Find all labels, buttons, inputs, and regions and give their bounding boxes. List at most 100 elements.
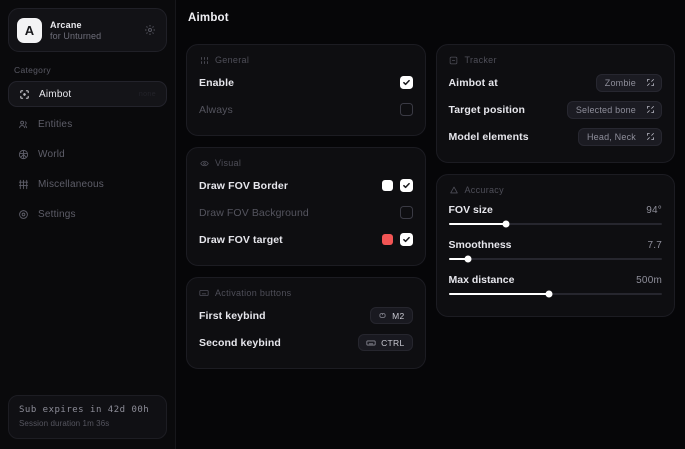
crosshair-icon <box>18 88 30 100</box>
color-swatch-fov-target[interactable] <box>381 234 393 245</box>
panel-general-header: General <box>199 55 413 69</box>
target-box-icon <box>449 55 459 65</box>
row-label: Target position <box>448 103 526 116</box>
panel-visual-title: Visual <box>215 158 242 168</box>
sidebar-item-label: Settings <box>38 208 76 220</box>
slider-value: 7.7 <box>647 240 662 251</box>
row-second-keybind[interactable]: Second keybind CTRL <box>199 329 413 356</box>
session-duration: Session duration 1m 36s <box>19 419 110 428</box>
puzzle-icon <box>17 178 29 190</box>
slider-track[interactable] <box>448 255 662 263</box>
slider-smoothness: Smoothness 7.7 <box>448 234 662 263</box>
panel-general: General Enable Always <box>186 44 426 136</box>
slider-knob[interactable] <box>502 220 510 228</box>
panel-activation-title: Activation buttons <box>215 288 292 298</box>
panel-accuracy-title: Accuracy <box>464 185 504 195</box>
checkbox-draw-fov-border[interactable] <box>399 179 413 192</box>
keyboard-icon <box>199 288 209 298</box>
slider-fill <box>448 258 468 260</box>
avatar: A <box>17 17 42 43</box>
triangle-icon <box>449 185 459 195</box>
slider-fov-size: FOV size 94° <box>448 199 662 228</box>
row-controls <box>399 103 413 116</box>
profile-card[interactable]: A Arcane for Unturned <box>8 8 167 52</box>
sidebar-item-aimbot[interactable]: Aimbot none <box>8 81 167 107</box>
row-draw-fov-border[interactable]: Draw FOV Border <box>199 172 413 199</box>
slider-label: FOV size <box>448 204 493 216</box>
dropdown-value: Head, Neck <box>586 131 636 142</box>
subscription-card: Sub expires in 42d 00h Session duration … <box>8 395 167 439</box>
sidebar-spacer <box>8 227 167 395</box>
row-target-position[interactable]: Target position Selected bone <box>448 96 662 123</box>
checkbox-draw-fov-target[interactable] <box>399 233 413 246</box>
globe-icon <box>17 148 29 160</box>
row-enable[interactable]: Enable <box>199 69 413 96</box>
row-first-keybind[interactable]: First keybind M2 <box>199 302 413 329</box>
keybind-button-second[interactable]: CTRL <box>358 334 413 351</box>
entities-icon <box>17 118 29 130</box>
sliders-icon <box>199 55 209 65</box>
dropdown-value: Selected bone <box>575 104 636 115</box>
panel-activation-buttons: Activation buttons First keybind M2 <box>186 277 426 369</box>
sidebar: A Arcane for Unturned Category <box>0 0 176 449</box>
keyboard-icon <box>366 338 376 348</box>
gear-icon <box>17 208 29 220</box>
slider-label: Smoothness <box>448 239 512 251</box>
gear-icon[interactable] <box>142 22 158 38</box>
slider-value: 94° <box>646 205 662 216</box>
panel-columns: General Enable Always <box>176 36 685 449</box>
panel-accuracy: Accuracy FOV size 94° <box>435 174 675 317</box>
right-column: Tracker Aimbot at Zombie <box>435 44 675 317</box>
dropdown-model-elements[interactable]: Head, Neck <box>577 127 662 146</box>
row-controls <box>381 179 413 192</box>
row-label: Second keybind <box>199 336 281 349</box>
checkbox-always[interactable] <box>399 103 413 116</box>
main-header: Aimbot <box>176 0 685 36</box>
dropdown-aimbot-at[interactable]: Zombie <box>595 73 662 92</box>
slider-label: Max distance <box>448 274 515 286</box>
keybind-button-first[interactable]: M2 <box>370 307 413 324</box>
sidebar-item-settings[interactable]: Settings <box>8 201 167 227</box>
slider-fill <box>448 223 507 225</box>
sidebar-item-world[interactable]: World <box>8 141 167 167</box>
main-content: Aimbot General Enable <box>176 0 685 449</box>
checkbox-enable[interactable] <box>399 76 413 89</box>
slider-value: 500m <box>636 275 662 286</box>
expand-icon <box>646 132 655 141</box>
left-column: General Enable Always <box>186 44 426 369</box>
row-always[interactable]: Always <box>199 96 413 123</box>
row-label: Draw FOV target <box>199 233 283 246</box>
slider-fill <box>448 293 549 295</box>
dropdown-value: Zombie <box>604 77 636 88</box>
row-aimbot-at[interactable]: Aimbot at Zombie <box>448 69 662 96</box>
slider-track[interactable] <box>448 290 662 298</box>
row-label: Enable <box>199 76 235 89</box>
slider-max-distance: Max distance 500m <box>448 269 662 298</box>
row-model-elements[interactable]: Model elements Head, Neck <box>448 123 662 150</box>
row-draw-fov-target[interactable]: Draw FOV target <box>199 226 413 253</box>
category-label: Category <box>14 65 51 75</box>
row-label: Aimbot at <box>448 76 498 89</box>
row-label: Draw FOV Background <box>199 206 309 219</box>
panel-general-title: General <box>215 55 250 65</box>
subscription-expiry: Sub expires in 42d 00h <box>19 405 150 415</box>
row-controls <box>399 76 413 89</box>
profile-name: Arcane <box>50 19 82 30</box>
mouse-icon <box>378 311 387 320</box>
row-controls <box>381 233 413 246</box>
row-label: Model elements <box>448 130 529 143</box>
row-draw-fov-background[interactable]: Draw FOV Background <box>199 199 413 226</box>
panel-tracker-header: Tracker <box>449 55 663 69</box>
dropdown-target-position[interactable]: Selected bone <box>566 100 662 119</box>
sidebar-item-entities[interactable]: Entities <box>8 111 167 137</box>
sidebar-item-label: Miscellaneous <box>38 178 104 190</box>
profile-subtitle: for Unturned <box>50 30 102 41</box>
sidebar-item-miscellaneous[interactable]: Miscellaneous <box>8 171 167 197</box>
sidebar-item-badge: none <box>138 90 156 98</box>
slider-knob[interactable] <box>464 255 472 263</box>
checkbox-draw-fov-background[interactable] <box>399 206 413 219</box>
slider-track[interactable] <box>448 220 662 228</box>
color-swatch-fov-border[interactable] <box>381 180 393 191</box>
slider-knob[interactable] <box>545 290 553 298</box>
